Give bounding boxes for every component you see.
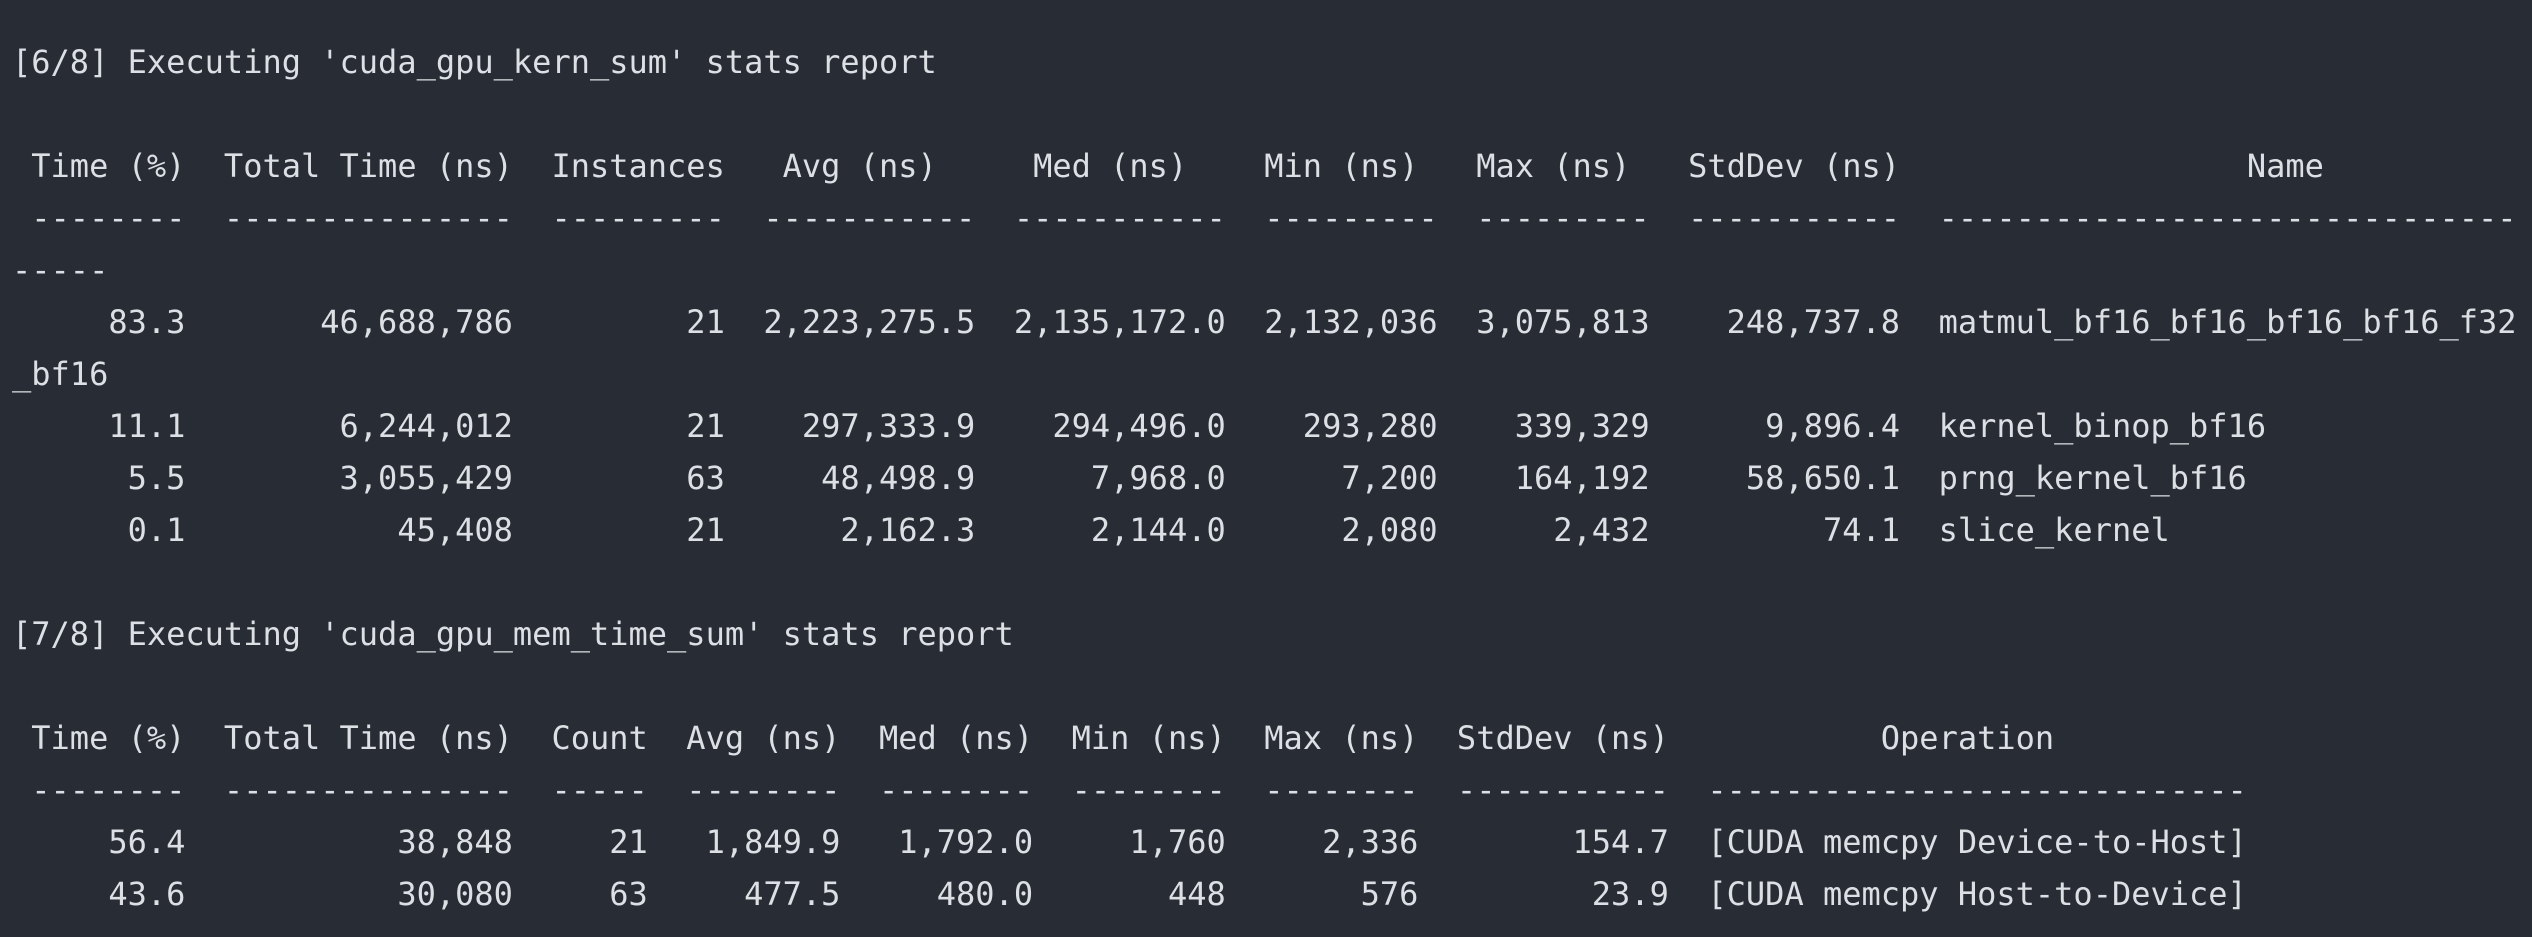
kern-table-separator-wrap: ----- [12, 251, 109, 289]
report-header-mem-time-sum: [7/8] Executing 'cuda_gpu_mem_time_sum' … [12, 615, 1014, 653]
mem-table-row: 43.6 30,080 63 477.5 480.0 448 576 23.9 … [12, 875, 2247, 913]
kern-table-row: 11.1 6,244,012 21 297,333.9 294,496.0 29… [12, 407, 2267, 445]
blank-line [12, 556, 2532, 608]
kern-table-separator: -------- --------------- --------- -----… [12, 199, 2517, 237]
mem-table-row: 56.4 38,848 21 1,849.9 1,792.0 1,760 2,3… [12, 823, 2247, 861]
blank-line [12, 660, 2532, 712]
kern-table-row: 5.5 3,055,429 63 48,498.9 7,968.0 7,200 … [12, 459, 2247, 497]
mem-table-header: Time (%) Total Time (ns) Count Avg (ns) … [12, 719, 2055, 757]
blank-line [12, 88, 2532, 140]
kern-table-row: 0.1 45,408 21 2,162.3 2,144.0 2,080 2,43… [12, 511, 2170, 549]
mem-table-separator: -------- --------------- ----- -------- … [12, 771, 2247, 809]
report-header-kern-sum: [6/8] Executing 'cuda_gpu_kern_sum' stat… [12, 43, 937, 81]
kern-table-row: 83.3 46,688,786 21 2,223,275.5 2,135,172… [12, 303, 2517, 341]
kern-table-header: Time (%) Total Time (ns) Instances Avg (… [12, 147, 2324, 185]
kern-table-row-wrap: _bf16 [12, 355, 109, 393]
